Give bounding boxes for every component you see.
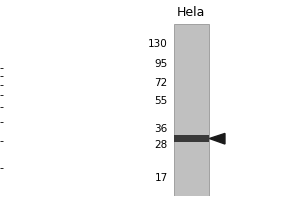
Text: 36: 36 (154, 124, 168, 134)
Text: 28: 28 (154, 140, 168, 150)
Text: 130: 130 (148, 39, 168, 49)
Text: Hela: Hela (177, 6, 205, 19)
Bar (173, 24, 209, 196)
Text: 55: 55 (154, 96, 168, 106)
Text: 95: 95 (154, 59, 168, 69)
Bar (173, 135, 209, 142)
Text: 72: 72 (154, 78, 168, 88)
Text: 17: 17 (154, 173, 168, 183)
Polygon shape (209, 133, 225, 144)
